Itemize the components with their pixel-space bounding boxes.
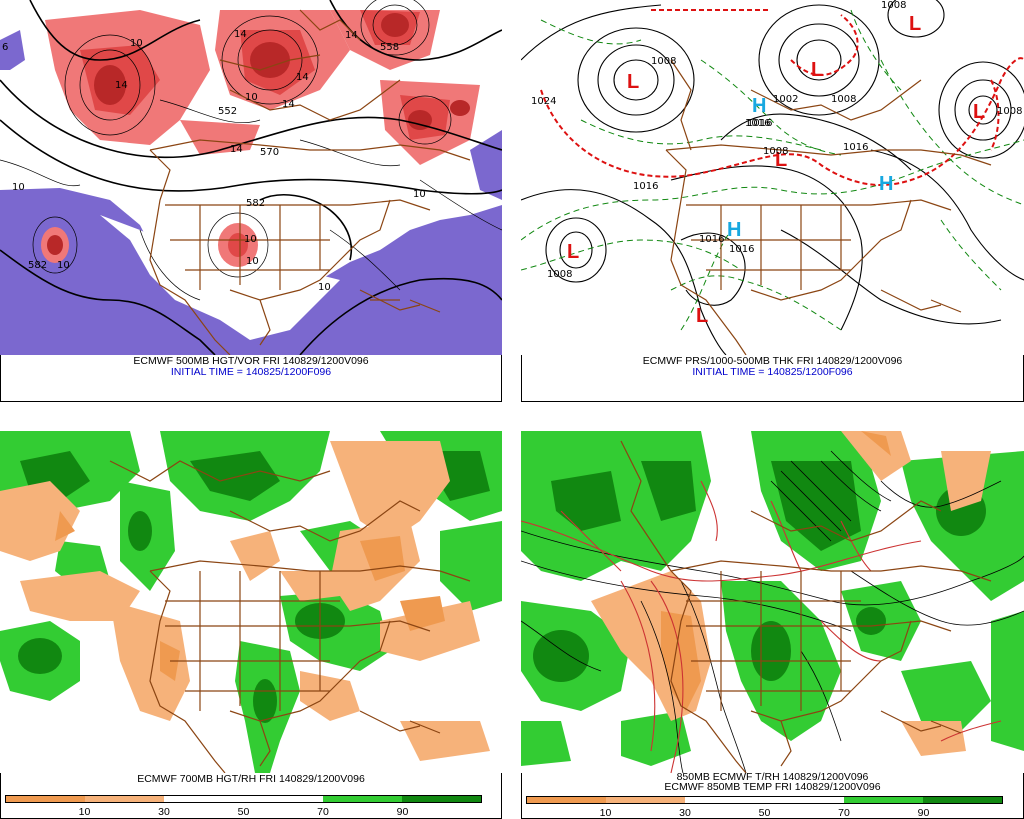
isobar-labels: 1024 1008 1008 1016 1016 1016 1016 1008 … [531, 0, 1022, 280]
caption-850mb-temp: ECMWF 850MB TEMP FRI 140829/1200V096 [664, 781, 881, 793]
rh-colorbar [5, 795, 482, 803]
low-pressure-symbol: L [909, 13, 921, 35]
contour-label: 570 [260, 147, 279, 158]
contour-label: 10 [130, 38, 143, 49]
low-pressure-symbol: L [567, 241, 579, 263]
rh-colorbar-ticks: 10 30 50 70 90 [526, 807, 1003, 819]
contour-label: 558 [380, 42, 399, 53]
contour-label: 14 [230, 144, 243, 155]
map-pressure-thickness: L L L L L L L H H H 1024 1008 1008 1016 … [521, 0, 1024, 355]
panel-500mb-hgt-vor: 6 10 10 10 10 552 558 570 582 582 10 10 … [0, 0, 502, 402]
caption-500mb: ECMWF 500MB HGT/VOR FRI 140829/1200V096 [133, 355, 369, 367]
caption-pressure-thickness: ECMWF PRS/1000-500MB THK FRI 140829/1200… [642, 355, 903, 367]
isobar-label: 1002 [773, 94, 798, 105]
rh-colorbar-ticks: 10 30 50 70 90 [5, 806, 482, 818]
contour-label: 10 [12, 182, 25, 193]
contour-labels: 6 10 10 10 10 552 558 570 582 582 10 10 … [2, 29, 426, 293]
low-pressure-symbol: L [973, 101, 985, 123]
isobar-label: 1008 [763, 146, 788, 157]
contour-label: 14 [234, 29, 247, 40]
rh-colorbar [526, 796, 1003, 804]
isobar-label: 1016 [699, 234, 724, 245]
high-pressure-symbol: H [727, 219, 741, 241]
colorbar-tick: 70 [838, 807, 850, 819]
map-850mb-t-rh [521, 421, 1024, 773]
colorbar-tick: 90 [917, 807, 930, 819]
caption-850mb-rh: 850MB ECMWF T/RH 140829/1200V096 [676, 771, 869, 783]
map-700mb-rh [0, 421, 502, 773]
contour-label: 552 [218, 106, 237, 117]
contour-label: 6 [2, 42, 8, 53]
contour-label: 10 [57, 260, 70, 271]
low-pressure-symbol: L [775, 149, 787, 171]
contour-label: 10 [246, 256, 259, 267]
contour-label: 14 [115, 80, 128, 91]
isobar-label: 1008 [651, 56, 676, 67]
high-pressure-symbol: H [752, 95, 766, 117]
colorbar-tick: 10 [78, 806, 91, 818]
colorbar-tick: 90 [396, 806, 409, 818]
isobar-label: 1016 [729, 244, 754, 255]
contour-label: 14 [345, 30, 358, 41]
isobar-label: 1016 [633, 181, 658, 192]
colorbar-tick: 30 [679, 807, 691, 819]
low-pressure-symbol: L [811, 59, 823, 81]
caption-700mb: ECMWF 700MB HGT/RH FRI 140829/1200V096 [137, 773, 365, 785]
colorbar-tick: 50 [758, 807, 771, 819]
contour-label: 10 [318, 282, 331, 293]
initial-time-pressure: INITIAL TIME = 140825/1200F096 [692, 366, 853, 378]
low-pressure-symbol: L [627, 71, 639, 93]
colorbar-tick: 50 [237, 806, 250, 818]
colorbar-tick: 30 [158, 806, 170, 818]
high-pressure-symbol: H [879, 173, 893, 195]
isobar-label: 1008 [831, 94, 856, 105]
colorbar-tick: 10 [599, 807, 612, 819]
contour-label: 582 [28, 260, 47, 271]
low-pressure-symbol: L [696, 305, 708, 327]
contour-label: 10 [244, 234, 257, 245]
panel-850mb-t-rh: 850MB ECMWF T/RH 140829/1200V096 ECMWF 8… [521, 421, 1024, 819]
map-500mb-vorticity: 6 10 10 10 10 552 558 570 582 582 10 10 … [0, 0, 502, 355]
initial-time-500mb: INITIAL TIME = 140825/1200F096 [170, 366, 332, 378]
isobar-label: 1016 [747, 118, 772, 129]
isobar-label: 1008 [547, 269, 572, 280]
isobar-label: 1024 [531, 96, 556, 107]
contour-label: 10 [413, 189, 426, 200]
isobar-label: 1008 [881, 0, 906, 11]
contour-label: 10 [245, 92, 258, 103]
isobar-label: 1008 [997, 106, 1022, 117]
contour-label: 582 [246, 198, 265, 209]
panel-pressure-thickness: L L L L L L L H H H 1024 1008 1008 1016 … [521, 0, 1024, 402]
contour-label: 14 [282, 99, 295, 110]
panel-700mb-hgt-rh: ECMWF 700MB HGT/RH FRI 140829/1200V096 1… [0, 421, 502, 819]
isobar-label: 1016 [745, 118, 770, 129]
isobar-label: 1016 [843, 142, 868, 153]
colorbar-tick: 70 [317, 806, 329, 818]
contour-label: 14 [296, 72, 309, 83]
